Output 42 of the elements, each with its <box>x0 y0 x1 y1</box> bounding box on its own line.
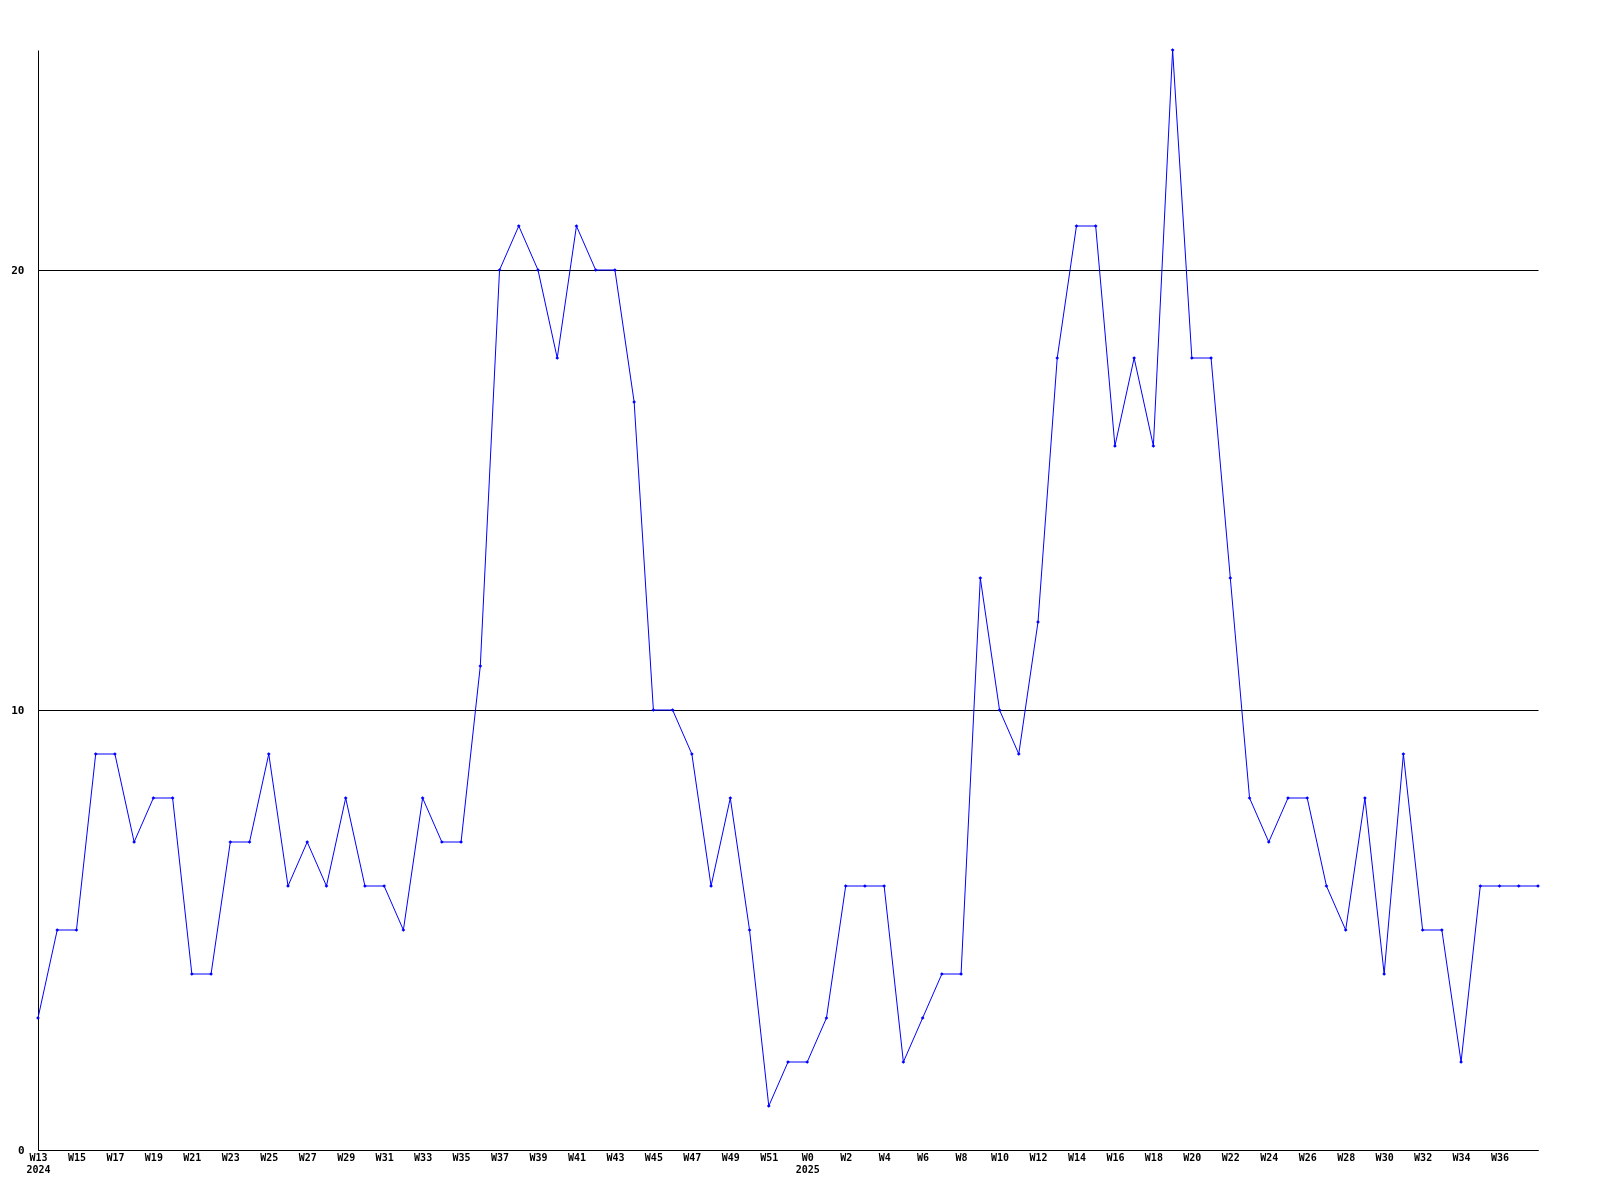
x-tick-label: W41 <box>567 1151 586 1163</box>
x-tick-label: W32 <box>1414 1151 1433 1163</box>
y-tick-label: 10 <box>11 703 25 717</box>
x-tick-label: W36 <box>1491 1151 1510 1163</box>
x-tick-label: W8 <box>955 1151 968 1163</box>
x-tick-label: W10 <box>991 1151 1010 1163</box>
x-tick-label: W47 <box>683 1151 702 1163</box>
x-tick-label: W6 <box>917 1151 930 1163</box>
x-tick-label: W20 <box>1183 1151 1202 1163</box>
x-tick-label: W24 <box>1260 1151 1279 1163</box>
x-tick-label: W23 <box>221 1151 240 1163</box>
x-tick-label: W29 <box>337 1151 356 1163</box>
x-tick-label: W16 <box>1106 1151 1125 1163</box>
x-tick-label: W22 <box>1221 1151 1240 1163</box>
x-tick-label: W37 <box>491 1151 510 1163</box>
x-tick-label: W49 <box>721 1151 740 1163</box>
x-tick-label: W43 <box>606 1151 625 1163</box>
x-tick-label: W4 <box>878 1151 891 1163</box>
x-tick-label: W17 <box>106 1151 125 1163</box>
x-tick-label: W21 <box>183 1151 202 1163</box>
x-tick-label: W30 <box>1375 1151 1394 1163</box>
x-tick-label: W31 <box>375 1151 394 1163</box>
x-tick-label: W34 <box>1452 1151 1471 1163</box>
y-tick-label: 20 <box>11 263 25 277</box>
x-tick-label: W15 <box>67 1151 86 1163</box>
x-tick-label: W14 <box>1067 1151 1086 1163</box>
x-tick-label: W27 <box>298 1151 317 1163</box>
x-tick-label: W28 <box>1337 1151 1356 1163</box>
x-tick-label: W19 <box>144 1151 163 1163</box>
x-tick-label: W12 <box>1029 1151 1048 1163</box>
x-tick-label: W45 <box>644 1151 663 1163</box>
x-tick-label: W2 <box>840 1151 853 1163</box>
x-tick-label: W0 2025 <box>795 1151 820 1175</box>
x-tick-label: W51 <box>760 1151 779 1163</box>
x-tick-label: W39 <box>529 1151 548 1163</box>
y-tick-label: 0 <box>17 1143 25 1157</box>
x-tick-label: W13 2024 <box>26 1151 51 1175</box>
x-tick-label: W26 <box>1298 1151 1317 1163</box>
x-tick-label: W35 <box>452 1151 471 1163</box>
x-tick-label: W18 <box>1144 1151 1163 1163</box>
x-tick-label: W33 <box>414 1151 433 1163</box>
x-tick-label: W25 <box>260 1151 279 1163</box>
